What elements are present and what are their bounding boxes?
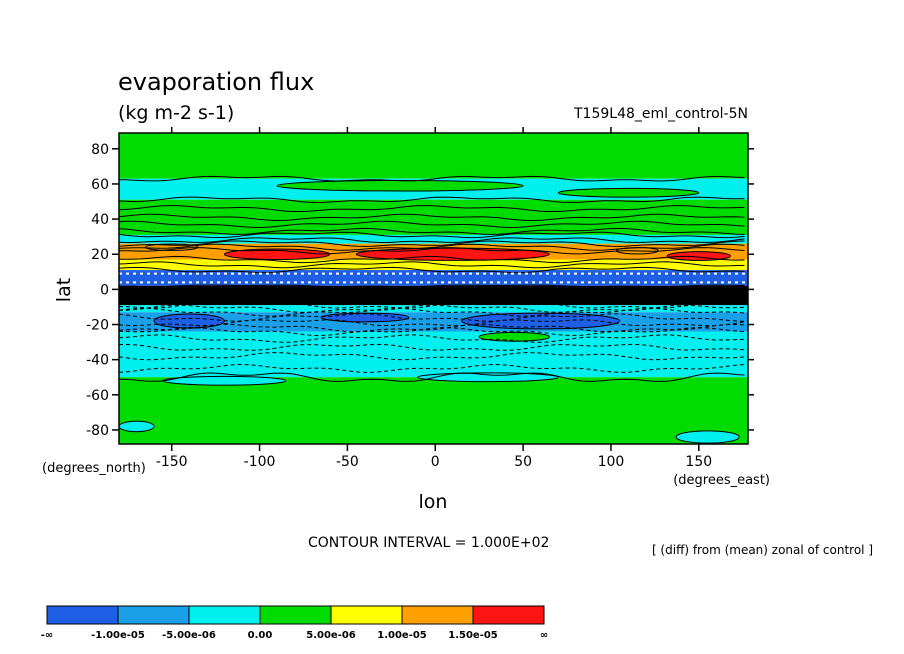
chart-title: evaporation flux bbox=[118, 68, 314, 96]
x-tick-label-6: 150 bbox=[685, 454, 712, 470]
y-axis-ticks: -80 -60 -40 -20 0 20 40 60 80 bbox=[86, 142, 754, 439]
zonal-band-5 bbox=[119, 259, 748, 271]
colorbar-label-3: 0.00 bbox=[248, 630, 273, 641]
x-tick-label-0: -150 bbox=[156, 454, 188, 470]
colorbar-label-0: -∞ bbox=[41, 630, 53, 641]
contour-line-17 bbox=[119, 294, 745, 298]
contour-line-12 bbox=[119, 261, 745, 269]
colorbar-swatch-6 bbox=[472, 605, 545, 625]
colorbar-swatch-1 bbox=[117, 605, 190, 625]
colorbar-label-2: -5.00e-06 bbox=[162, 630, 216, 641]
contour-line-11 bbox=[119, 255, 745, 264]
x-tick-label-1: -100 bbox=[244, 454, 276, 470]
colorbar-swatch-0 bbox=[46, 605, 119, 625]
contour-line-31 bbox=[119, 372, 745, 382]
plot-frame bbox=[118, 132, 749, 445]
contour-line-4 bbox=[119, 220, 745, 229]
zonal-band-11 bbox=[119, 377, 748, 444]
y-axis-label: lat bbox=[53, 278, 75, 302]
contour-patch-2 bbox=[666, 251, 731, 261]
y-axis-units: (degrees_north) bbox=[42, 461, 146, 476]
y-tick-label-3: -20 bbox=[86, 318, 109, 334]
contour-line-0 bbox=[119, 175, 745, 182]
contour-line-10 bbox=[119, 247, 745, 255]
contour-line-2 bbox=[119, 205, 745, 212]
contour-interval-label: CONTOUR INTERVAL = 1.000E+02 bbox=[308, 535, 549, 551]
zonal-band-3 bbox=[119, 234, 748, 244]
contour-patch-11 bbox=[119, 420, 155, 433]
contour-line-16 bbox=[119, 291, 745, 295]
contour-line-15 bbox=[119, 287, 745, 291]
contour-line-8 bbox=[119, 240, 745, 247]
y-tick-label-6: 40 bbox=[91, 212, 109, 228]
y-tick-label-4: 0 bbox=[100, 282, 109, 298]
x-axis-label: lon bbox=[419, 491, 448, 513]
contour-line-9 bbox=[119, 243, 745, 251]
contour-patch-10 bbox=[557, 187, 700, 198]
contour-line-3 bbox=[119, 213, 745, 222]
contour-line-7 bbox=[119, 237, 745, 243]
contour-lines bbox=[119, 175, 748, 382]
chart-subtitle: (kg m-2 s-1) bbox=[118, 102, 234, 124]
colorbar-label-7: ∞ bbox=[540, 630, 548, 641]
x-tick-label-4: 50 bbox=[514, 454, 532, 470]
colorbar bbox=[46, 605, 545, 625]
contour-patch-1 bbox=[223, 248, 331, 261]
y-tick-label-5: 20 bbox=[91, 247, 109, 263]
colorbar-swatch-4 bbox=[330, 605, 403, 625]
x-axis-ticks: -150 -100 -50 0 50 100 150 bbox=[156, 127, 712, 470]
colorbar-label-6: 1.50e-05 bbox=[448, 630, 498, 641]
colorbar-label-1: -1.00e-05 bbox=[91, 630, 145, 641]
contour-line-5 bbox=[119, 227, 745, 235]
run-label: T159L48_eml_control-5N bbox=[573, 106, 748, 122]
x-tick-label-2: -50 bbox=[336, 454, 359, 470]
x-axis-units: (degrees_east) bbox=[673, 473, 770, 488]
colorbar-label-5: 1.00e-05 bbox=[377, 630, 427, 641]
y-tick-label-8: 80 bbox=[91, 142, 109, 158]
difference-note: [ (diff) from (mean) zonal of control ] bbox=[652, 543, 873, 557]
x-tick-label-5: 100 bbox=[598, 454, 625, 470]
zonal-band-6 bbox=[119, 270, 748, 286]
contour-line-19 bbox=[119, 301, 745, 306]
contour-patch-5 bbox=[153, 313, 225, 329]
zonal-band-0 bbox=[119, 133, 748, 179]
colorbar-label-4: 5.00e-06 bbox=[306, 630, 356, 641]
zonal-band-10 bbox=[119, 331, 748, 378]
y-tick-label-7: 60 bbox=[91, 177, 109, 193]
y-tick-label-0: -80 bbox=[86, 423, 109, 439]
contour-patch-9 bbox=[276, 179, 524, 192]
x-tick-label-3: 0 bbox=[431, 454, 440, 470]
y-tick-label-1: -60 bbox=[86, 388, 109, 404]
colorbar-swatch-5 bbox=[401, 605, 474, 625]
contour-patch-12 bbox=[675, 430, 740, 444]
contour-patch-14 bbox=[417, 372, 559, 383]
colorbar-swatch-2 bbox=[188, 605, 261, 625]
contour-line-1 bbox=[119, 196, 745, 204]
colorbar-labels: -∞ -1.00e-05 -5.00e-06 0.00 5.00e-06 1.00e-05… bbox=[41, 630, 548, 641]
contour-patch-7 bbox=[320, 312, 410, 323]
y-tick-label-2: -40 bbox=[86, 353, 109, 369]
contour-line-13 bbox=[119, 266, 745, 274]
contour-line-6 bbox=[119, 231, 745, 239]
zonal-band-8 bbox=[119, 305, 748, 313]
contour-line-18 bbox=[119, 298, 745, 302]
contour-line-14 bbox=[119, 284, 745, 288]
colorbar-swatch-3 bbox=[259, 605, 332, 625]
